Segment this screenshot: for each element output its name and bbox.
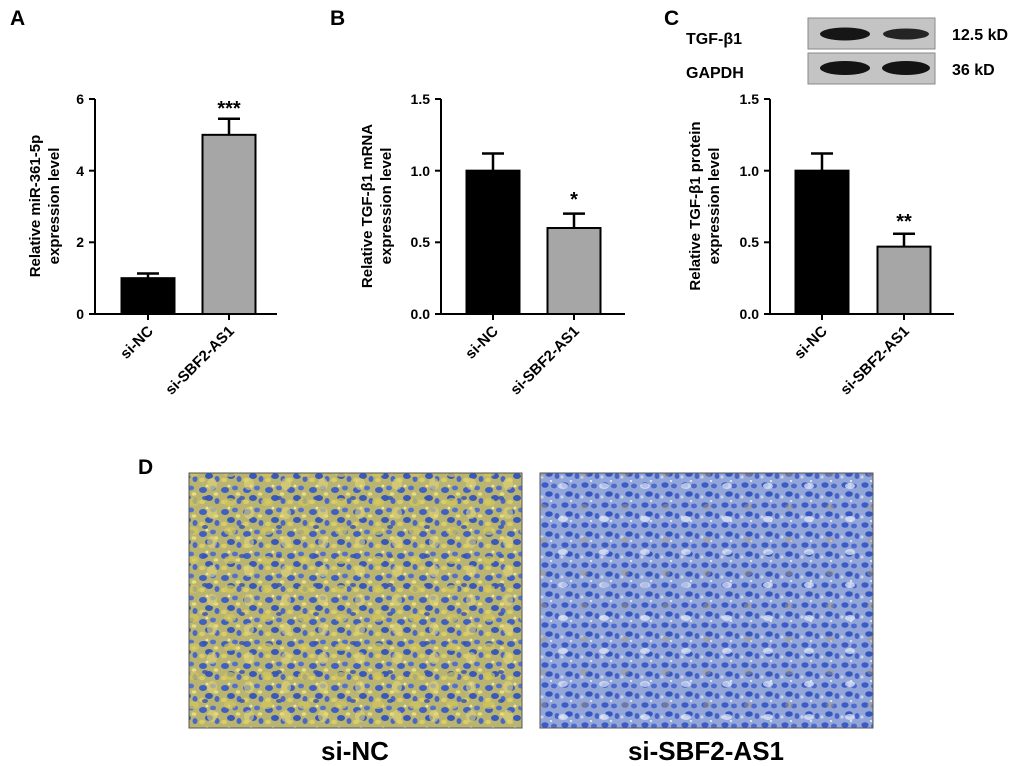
panel-a-ylabel-line2: expression level [46, 148, 63, 265]
ihc-caption-si-sbf2-as1: si-SBF2-AS1 [628, 736, 784, 766]
panel-b-ytick-label-0: 0.0 [411, 306, 431, 322]
panel-b-ytick-label-3: 1.5 [411, 91, 431, 107]
panel-b-ytick-0: 0.0 [411, 306, 441, 322]
blot-protein-label-1: GAPDH [686, 65, 744, 82]
panel-a-letter: A [10, 7, 25, 30]
blot-band-tgf-b1-si-sbf2-as1 [883, 28, 929, 40]
panel-c-bars [794, 152, 932, 315]
panel-c-ytick-3: 1.5 [740, 91, 770, 107]
panel-c-ytick-1: 0.5 [740, 234, 770, 250]
panel-a-significance: *** [217, 98, 241, 120]
panel-a-ylabel-line1: Relative miR-361-5p [27, 135, 44, 278]
panel-b-ytick-2: 1.0 [411, 163, 441, 179]
ihc-image-si-nc [188, 472, 523, 729]
bar-c-si-sbf2-as1 [876, 245, 932, 315]
panel-b-bars [465, 152, 602, 315]
panel-b-ytick-label-1: 0.5 [411, 234, 431, 250]
bar-a-si-nc [120, 277, 176, 315]
panel-b-category-label-0: si-NC [462, 323, 502, 363]
panel-c-ytick-label-2: 1.0 [740, 163, 760, 179]
panel-a-ytick-label-3: 6 [76, 91, 84, 107]
bar-c-si-nc [794, 169, 850, 315]
panel-b-ytick-1: 0.5 [411, 234, 441, 250]
bar-b-si-nc [465, 169, 521, 315]
bar-a-si-sbf2-as1 [201, 133, 257, 315]
panel-b-ytick-label-2: 1.0 [411, 163, 431, 179]
panel-c: C TGF-β1 GAPDH 12.5 kD 36 kD Relative TG… [664, 7, 1008, 398]
panel-d: D si-NC si-SBF2-AS1 [138, 456, 874, 766]
blot-band-tgf-b1-si-nc [820, 27, 870, 41]
panel-c-letter: C [664, 7, 679, 30]
ihc-image-si-sbf2-as1 [539, 472, 874, 729]
panel-c-ytick-label-0: 0.0 [740, 306, 760, 322]
ihc-caption-si-nc: si-NC [321, 736, 389, 766]
panel-a: A Relative miR-361-5p expression level 0… [10, 7, 277, 398]
panel-c-ylabel-line2: expression level [706, 148, 723, 265]
panel-c-significance: ** [896, 211, 912, 233]
blot-size-label-0: 12.5 kD [952, 27, 1008, 44]
panel-c-ytick-0: 0.0 [740, 306, 770, 322]
panel-d-letter: D [138, 456, 153, 479]
blot-protein-label-0: TGF-β1 [686, 31, 742, 48]
panel-a-bars [120, 117, 257, 315]
panel-a-category-label-0: si-NC [117, 323, 157, 363]
panel-a-category-label-1: si-SBF2-AS1 [162, 323, 238, 399]
panel-c-category-label-1: si-SBF2-AS1 [837, 323, 913, 399]
panel-b-ylabel-line2: expression level [378, 148, 395, 265]
blot-band-gapdh-si-sbf2-as1 [882, 61, 930, 75]
panel-b-ytick-3: 1.5 [411, 91, 441, 107]
panel-a-ytick-label-1: 2 [76, 234, 84, 250]
panel-a-ytick-0: 0 [76, 306, 95, 322]
western-blot: TGF-β1 GAPDH 12.5 kD 36 kD [686, 17, 1008, 85]
panel-b-ylabel-line1: Relative TGF-β1 mRNA [359, 124, 376, 288]
panel-b: B Relative TGF-β1 mRNA expression level … [330, 7, 625, 398]
panel-b-letter: B [330, 7, 345, 30]
panel-a-ytick-3: 6 [76, 91, 95, 107]
panel-c-category-label-0: si-NC [791, 323, 831, 363]
panel-a-ytick-label-0: 0 [76, 306, 84, 322]
panel-b-category-label-1: si-SBF2-AS1 [507, 323, 583, 399]
panel-b-significance: * [570, 189, 578, 211]
panel-a-ytick-1: 2 [76, 234, 95, 250]
panel-c-ylabel-line1: Relative TGF-β1 protein [687, 121, 704, 290]
blot-band-gapdh-si-nc [820, 61, 870, 75]
panel-c-ytick-label-1: 0.5 [740, 234, 760, 250]
panel-c-ytick-2: 1.0 [740, 163, 770, 179]
blot-size-label-1: 36 kD [952, 62, 995, 79]
panel-a-ytick-label-2: 4 [76, 163, 84, 179]
bar-b-si-sbf2-as1 [546, 227, 602, 315]
panel-c-ytick-label-3: 1.5 [740, 91, 760, 107]
panel-a-ytick-2: 4 [76, 163, 95, 179]
